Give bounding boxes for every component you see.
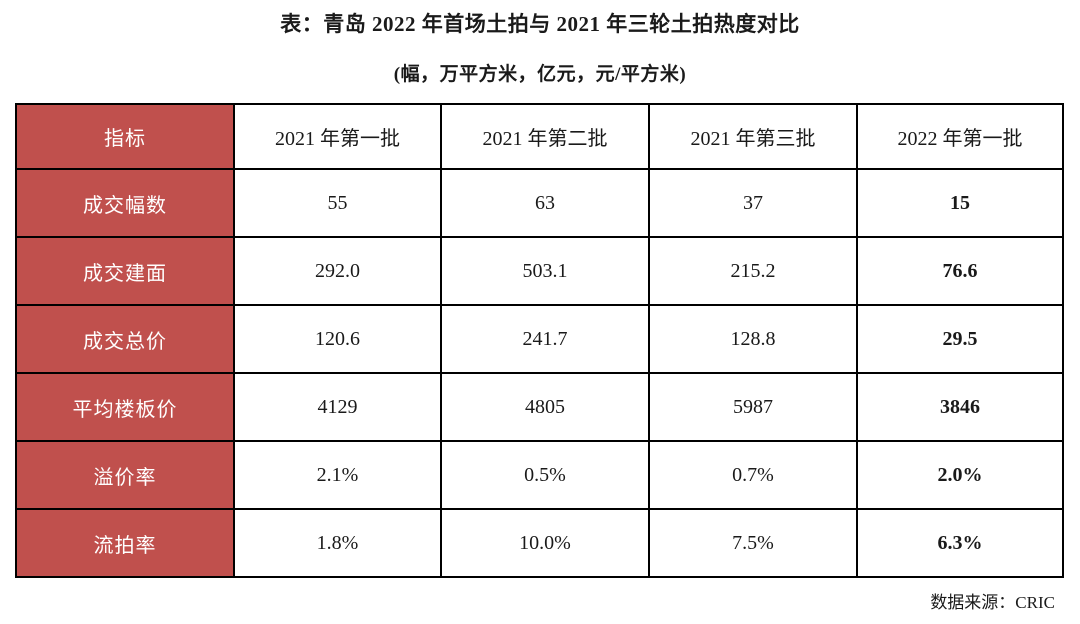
- table-cell: 76.6: [856, 236, 1064, 306]
- table-row-avg-floor-price: 平均楼板价 4129 4805 5987 3846: [15, 372, 1064, 442]
- table-cell: 503.1: [440, 236, 650, 306]
- table-cell: 2.0%: [856, 440, 1064, 510]
- land-auction-table: 指标 2021 年第一批 2021 年第二批 2021 年第三批 2022 年第…: [15, 103, 1064, 578]
- table-title: 表：青岛 2022 年首场土拍与 2021 年三轮土拍热度对比: [280, 12, 800, 36]
- row-label: 成交总价: [15, 304, 235, 374]
- row-label: 平均楼板价: [15, 372, 235, 442]
- table-cell: 2.1%: [233, 440, 442, 510]
- table-cell: 0.7%: [648, 440, 858, 510]
- table-cell: 55: [233, 168, 442, 238]
- data-source-note: 数据来源：CRIC: [930, 593, 1055, 612]
- row-label: 成交建面: [15, 236, 235, 306]
- column-header-2021-batch3: 2021 年第三批: [648, 103, 858, 170]
- table-row-gfa-sold: 成交建面 292.0 503.1 215.2 76.6: [15, 236, 1064, 306]
- table-cell: 4129: [233, 372, 442, 442]
- column-header-2021-batch2: 2021 年第二批: [440, 103, 650, 170]
- table-cell: 10.0%: [440, 508, 650, 578]
- header-row: 指标 2021 年第一批 2021 年第二批 2021 年第三批 2022 年第…: [15, 103, 1064, 170]
- table-cell: 4805: [440, 372, 650, 442]
- table-cell: 215.2: [648, 236, 858, 306]
- table-row-plots-sold: 成交幅数 55 63 37 15: [15, 168, 1064, 238]
- table-cell: 3846: [856, 372, 1064, 442]
- table-cell: 29.5: [856, 304, 1064, 374]
- column-header-2022-batch1: 2022 年第一批: [856, 103, 1064, 170]
- table-cell: 37: [648, 168, 858, 238]
- table-cell: 241.7: [440, 304, 650, 374]
- table-cell: 292.0: [233, 236, 442, 306]
- table-cell: 120.6: [233, 304, 442, 374]
- table-cell: 7.5%: [648, 508, 858, 578]
- table-cell: 15: [856, 168, 1064, 238]
- table-cell: 6.3%: [856, 508, 1064, 578]
- row-label: 流拍率: [15, 508, 235, 578]
- table-row-failure-rate: 流拍率 1.8% 10.0% 7.5% 6.3%: [15, 508, 1064, 578]
- row-label: 成交幅数: [15, 168, 235, 238]
- table-row-total-price: 成交总价 120.6 241.7 128.8 29.5: [15, 304, 1064, 374]
- table-cell: 1.8%: [233, 508, 442, 578]
- table-subtitle: (幅，万平方米，亿元，元/平方米): [393, 64, 687, 85]
- table-cell: 128.8: [648, 304, 858, 374]
- table-row-premium-rate: 溢价率 2.1% 0.5% 0.7% 2.0%: [15, 440, 1064, 510]
- table-cell: 5987: [648, 372, 858, 442]
- column-header-2021-batch1: 2021 年第一批: [233, 103, 442, 170]
- table-cell: 63: [440, 168, 650, 238]
- column-header-indicator: 指标: [15, 103, 235, 170]
- row-label: 溢价率: [15, 440, 235, 510]
- table-cell: 0.5%: [440, 440, 650, 510]
